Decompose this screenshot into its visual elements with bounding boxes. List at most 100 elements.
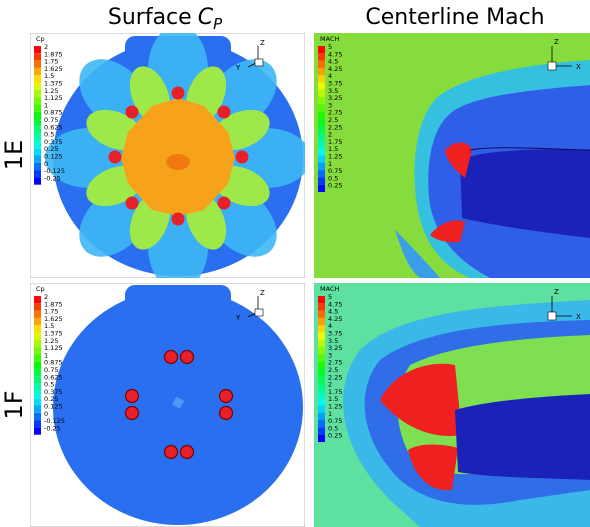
- legend-swatch: [34, 90, 41, 97]
- legend-swatch: [318, 391, 325, 398]
- legend-title: Cp: [36, 35, 45, 43]
- legend-swatch: [34, 406, 41, 413]
- header-subscript: P: [213, 15, 223, 33]
- legend-swatch: [34, 376, 41, 383]
- legend-swatch: [318, 420, 325, 427]
- legend-label: -0.25: [44, 424, 61, 432]
- legend-swatch: [318, 61, 325, 68]
- cp-panel-1f: Cp21.8751.751.6251.51.3751.251.12510.875…: [30, 283, 305, 527]
- mach-panel-1e: MACH54.754.54.2543.753.53.2532.752.52.25…: [314, 33, 590, 278]
- triad-label: X: [576, 313, 581, 321]
- legend-swatch: [34, 126, 41, 133]
- legend-swatch: [318, 83, 325, 90]
- legend-swatch: [318, 413, 325, 420]
- legend-swatch: [34, 141, 41, 148]
- legend-title: Cp: [36, 285, 45, 293]
- legend-label: 0.25: [328, 182, 342, 190]
- legend-swatch: [34, 177, 41, 184]
- legend-swatch: [318, 112, 325, 119]
- legend-swatch: [34, 384, 41, 391]
- legend-swatch: [34, 340, 41, 347]
- legend-swatch: [34, 134, 41, 141]
- triad-label: Z: [260, 39, 265, 47]
- legend-label: 0.25: [328, 432, 342, 440]
- legend-swatch: [318, 303, 325, 310]
- legend-swatch: [34, 97, 41, 104]
- triad-label: Z: [554, 38, 559, 46]
- legend-swatch: [318, 311, 325, 318]
- legend-swatch: [318, 362, 325, 369]
- legend-swatch: [318, 354, 325, 361]
- cp-panel-1e: Cp21.8751.751.6251.51.3751.251.12510.875…: [30, 25, 311, 291]
- legend-swatch: [318, 333, 325, 340]
- legend-swatch: [318, 97, 325, 104]
- legend-swatch: [34, 354, 41, 361]
- row-label: 1F: [0, 390, 28, 419]
- legend-swatch: [318, 53, 325, 60]
- legend-swatch: [318, 126, 325, 133]
- legend-swatch: [318, 398, 325, 405]
- legend-swatch: [34, 61, 41, 68]
- row-label: 1E: [0, 140, 28, 170]
- legend-swatch: [34, 104, 41, 111]
- legend-swatch: [318, 384, 325, 391]
- legend-swatch: [318, 134, 325, 141]
- legend-swatch: [34, 68, 41, 75]
- legend-swatch: [34, 362, 41, 369]
- legend-swatch: [34, 75, 41, 82]
- figure: SurfaceCP Centerline Mach 1E 1F Cp21.875…: [0, 0, 590, 527]
- legend-swatch: [318, 68, 325, 75]
- header-text: Surface: [108, 5, 192, 30]
- legend-swatch: [318, 318, 325, 325]
- legend-swatch: [318, 296, 325, 303]
- legend-swatch: [318, 325, 325, 332]
- legend-swatch: [34, 369, 41, 376]
- legend-swatch: [34, 420, 41, 427]
- legend-swatch: [318, 376, 325, 383]
- legend-swatch: [318, 427, 325, 434]
- legend-title: MACH: [320, 35, 339, 43]
- triad-label: X: [576, 63, 581, 71]
- legend-swatch: [318, 46, 325, 53]
- legend-title: MACH: [320, 285, 339, 293]
- legend-swatch: [318, 141, 325, 148]
- column-header: Centerline Mach: [365, 5, 544, 30]
- legend-swatch: [34, 318, 41, 325]
- legend-swatch: [34, 347, 41, 354]
- legend-swatch: [34, 46, 41, 53]
- triad-label: Z: [554, 288, 559, 296]
- legend-swatch: [34, 119, 41, 126]
- legend-swatch: [34, 296, 41, 303]
- legend-label: -0.25: [44, 174, 61, 182]
- legend-swatch: [34, 333, 41, 340]
- header-symbol: C: [198, 5, 214, 30]
- legend-swatch: [318, 104, 325, 111]
- legend-swatch: [318, 156, 325, 163]
- legend-swatch: [34, 311, 41, 318]
- legend-swatch: [34, 170, 41, 177]
- legend-swatch: [34, 163, 41, 170]
- legend-swatch: [318, 406, 325, 413]
- legend-swatch: [34, 112, 41, 119]
- legend-swatch: [34, 413, 41, 420]
- triad-label: Z: [260, 289, 265, 297]
- legend-swatch: [34, 427, 41, 434]
- legend-swatch: [34, 303, 41, 310]
- legend-swatch: [34, 53, 41, 60]
- legend-swatch: [318, 90, 325, 97]
- mach-panel-1f: MACH54.754.54.2543.753.53.2532.752.52.25…: [314, 283, 590, 527]
- legend-swatch: [34, 391, 41, 398]
- legend-swatch: [318, 170, 325, 177]
- legend-swatch: [318, 177, 325, 184]
- legend-swatch: [34, 325, 41, 332]
- triad-label: Y: [235, 64, 241, 72]
- legend-swatch: [34, 156, 41, 163]
- legend-swatch: [318, 163, 325, 170]
- legend-swatch: [318, 369, 325, 376]
- legend-swatch: [34, 83, 41, 90]
- legend-swatch: [34, 398, 41, 405]
- legend-swatch: [318, 75, 325, 82]
- legend-swatch: [318, 340, 325, 347]
- legend-swatch: [34, 148, 41, 155]
